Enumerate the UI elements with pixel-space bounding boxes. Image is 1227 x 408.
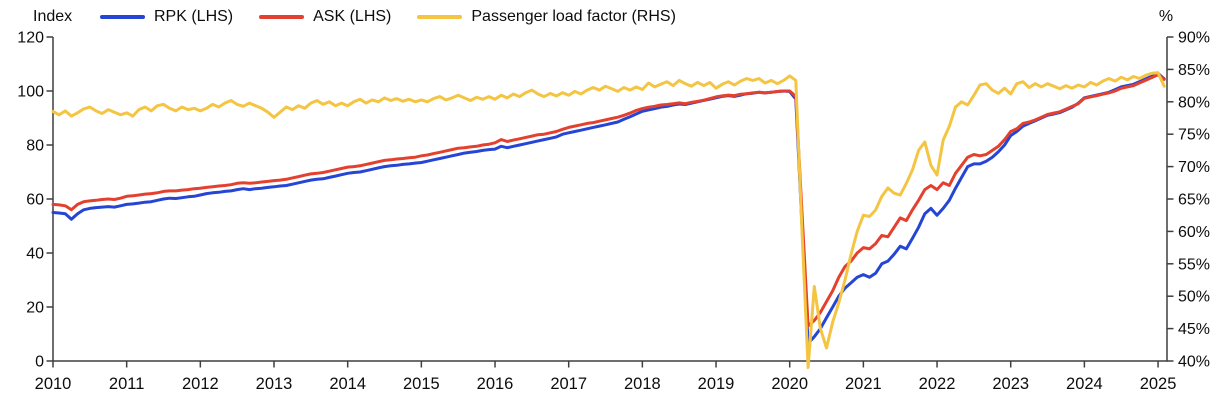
x-axis-tick-label: 2011 — [109, 375, 144, 393]
legend-label-rpk: RPK (LHS) — [154, 8, 234, 25]
series-lines — [51, 71, 1166, 369]
right-axis-tick-label: 50% — [1178, 289, 1210, 306]
right-axis-tick-label: 75% — [1178, 127, 1210, 144]
x-axis-tick-label: 2017 — [550, 375, 587, 393]
x-axis-tick-label: 2025 — [1140, 375, 1177, 393]
x-axis-tick-label: 2010 — [35, 375, 72, 393]
left-axis-tick-label: 80 — [26, 138, 44, 155]
legend-label-ask: ASK (LHS) — [313, 8, 392, 25]
right-axis-tick-label: 40% — [1178, 354, 1210, 371]
right-axis-tick-label: 85% — [1178, 62, 1210, 79]
x-axis-tick-label: 2018 — [624, 375, 661, 393]
axis-frame — [52, 37, 1168, 362]
right-axis-unit-label: % — [1159, 8, 1173, 25]
rpk-line — [51, 71, 1166, 345]
load-factor-line — [51, 71, 1166, 369]
left-axis-tick-label: 120 — [17, 30, 44, 47]
legend-item-ask: ASK (LHS) — [259, 8, 391, 26]
x-axis-tick-label: 2020 — [771, 375, 808, 393]
x-axis-tick-label: 2021 — [845, 375, 882, 393]
right-axis-tick-label: 80% — [1178, 94, 1210, 111]
left-axis-tick-label: 0 — [35, 354, 44, 371]
left-axis-tick-label: 100 — [17, 84, 44, 101]
left-axis-unit-label: Index — [33, 8, 72, 25]
left-axis-tick-label: 20 — [26, 300, 44, 317]
legend-item-rpk: RPK (LHS) — [100, 8, 233, 26]
left-axis-tick-label: 60 — [26, 192, 44, 209]
right-axis-tick-label: 60% — [1178, 224, 1210, 241]
right-axis-tick-label: 45% — [1178, 321, 1210, 338]
legend-item-load-factor: Passenger load factor (RHS) — [417, 8, 676, 26]
axes: 0 20 40 60 80 100 120 40% 45% 50% 55% 60% 65% 70% 75% 8… — [17, 30, 1210, 394]
right-axis-tick-label: 90% — [1178, 30, 1210, 47]
ask-line-swatch — [259, 15, 305, 19]
x-axis-tick-label: 2015 — [403, 375, 440, 393]
load-factor-line-swatch — [417, 15, 463, 19]
x-axis-tick-label: 2012 — [182, 375, 219, 393]
x-axis-tick-label: 2024 — [1066, 375, 1103, 393]
legend: RPK (LHS) ASK (LHS) Passenger load facto… — [100, 7, 676, 27]
right-axis-tick-label: 70% — [1178, 159, 1210, 176]
right-axis-tick-label: 55% — [1178, 256, 1210, 273]
legend-label-load-factor: Passenger load factor (RHS) — [471, 8, 676, 25]
ask-line — [51, 73, 1166, 328]
rpk-line-swatch — [100, 15, 145, 19]
x-axis-tick-label: 2019 — [698, 375, 735, 393]
x-axis-tick-label: 2016 — [477, 375, 514, 393]
right-axis-tick-label: 65% — [1178, 192, 1210, 209]
x-axis-tick-label: 2022 — [919, 375, 956, 393]
x-axis-tick-label: 2013 — [256, 375, 293, 393]
left-axis-tick-label: 40 — [26, 246, 44, 263]
x-axis-tick-label: 2023 — [992, 375, 1029, 393]
x-axis-tick-label: 2014 — [329, 375, 366, 393]
